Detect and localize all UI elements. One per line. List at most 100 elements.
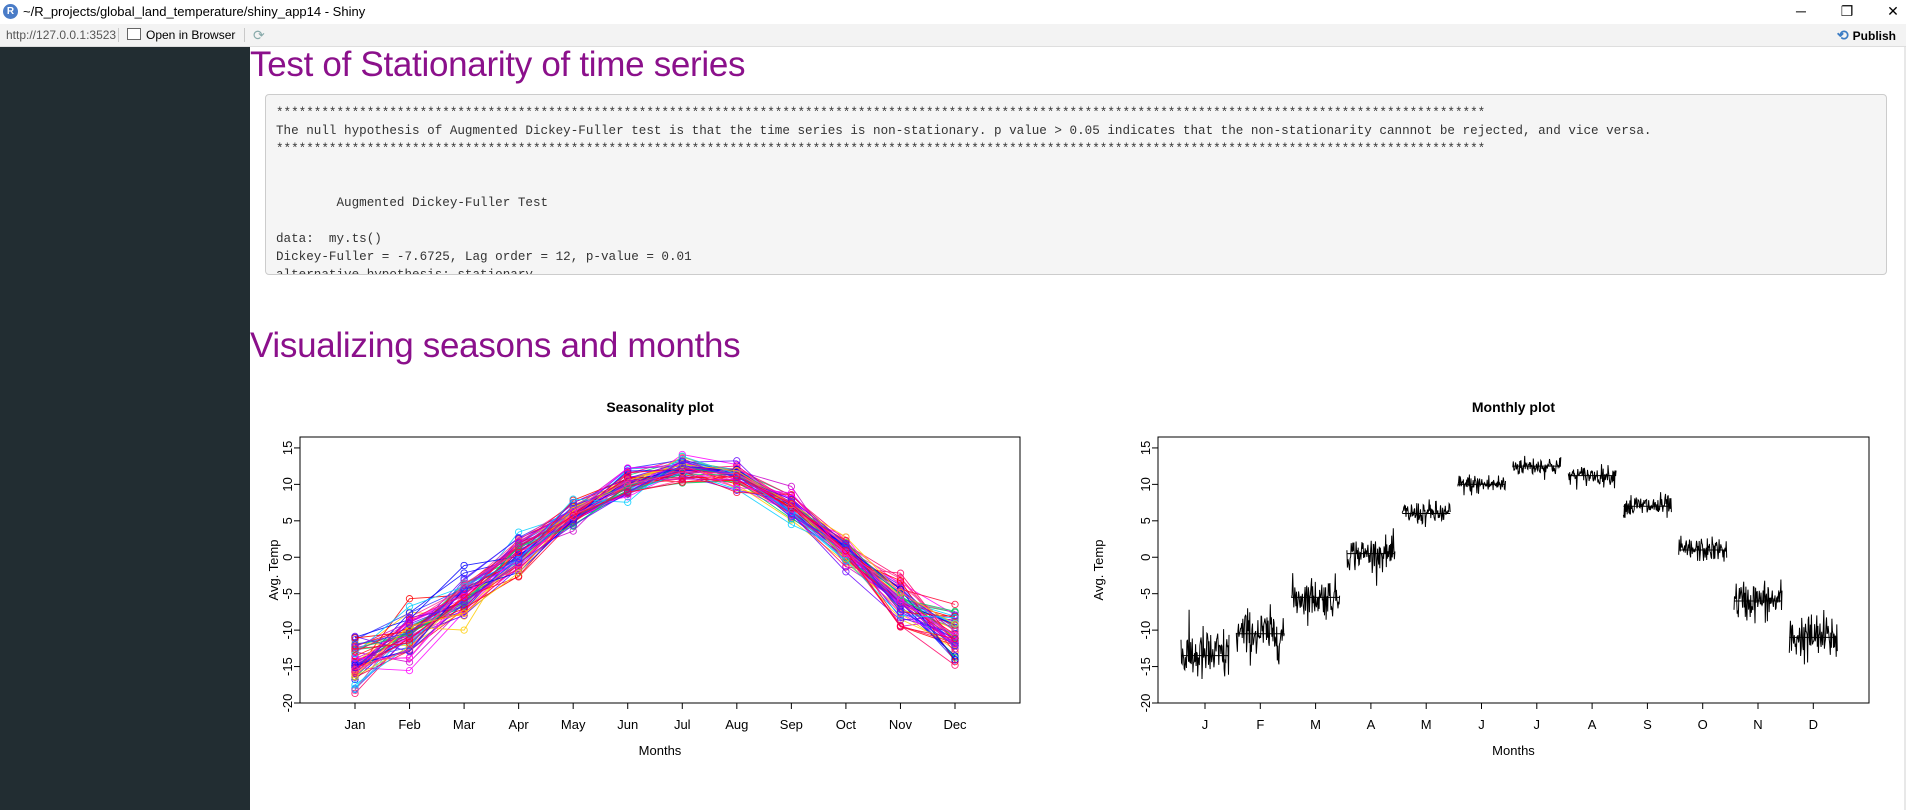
monthly-xtick-label: F [1256,717,1264,732]
seasonality-series-line [354,478,956,648]
seasonality-point [351,686,359,695]
seasonality-point [405,629,414,637]
seasonality-point [351,666,359,674]
monthly-series-line [1678,535,1728,562]
seasonality-point [460,609,468,617]
minimize-icon[interactable]: ─ [1796,3,1806,19]
seasonality-point [951,634,959,643]
seasonality-ytick-label: 10 [280,477,295,491]
seasonality-point [405,666,414,675]
seasonality-ytick-label: 5 [280,517,295,524]
seasonality-point [896,575,905,583]
seasonality-ytick-label: -15 [280,657,295,676]
seasonality-xtick-label: Jul [674,717,691,732]
seasonality-point [678,452,686,460]
monthly-series-line [1457,474,1506,496]
seasonality-point [951,639,959,647]
seasonality-title: Seasonality plot [606,399,714,415]
seasonality-point [787,512,796,521]
seasonality-point [405,654,414,662]
seasonality-point [351,643,359,651]
seasonality-xtick-label: Jun [617,717,638,732]
seasonality-point [405,658,414,666]
seasonality-point [896,577,905,585]
monthly-ytick-label: -20 [1138,694,1153,713]
seasonality-xlabel: Months [639,743,682,758]
window-title: ~/R_projects/global_land_temperature/shi… [23,4,366,19]
seasonality-point [405,602,414,611]
seasonality-plot: Seasonality plot Months Avg. Temp -20 -15 -10… [266,399,1021,758]
open-in-browser-button[interactable]: Open in Browser [127,24,235,46]
monthly-xtick-label: N [1753,717,1762,732]
seasonality-point [733,469,741,478]
seasonality-series-line [354,471,956,671]
seasonality-xtick-label: Mar [453,717,476,732]
seasonality-point [514,569,523,577]
close-icon[interactable]: ✕ [1887,3,1899,19]
restore-icon[interactable]: ❐ [1840,3,1854,19]
seasonality-point [842,541,850,549]
seasonality-point [678,461,686,469]
seasonality-ytick-label: -10 [280,621,295,640]
window-titlebar: R ~/R_projects/global_land_temperature/s… [0,0,1906,24]
seasonality-series-line [354,475,956,639]
publish-button[interactable]: ⟲ Publish [1837,24,1896,47]
seasonality-point [569,495,577,503]
adf-output-line: ****************************************… [276,142,1486,156]
seasonality-ylabel: Avg. Temp [266,540,281,601]
seasonality-point [678,457,686,465]
seasonality-point [405,639,414,647]
adf-output-line [276,176,1876,194]
scrollbar-track[interactable] [1904,47,1906,810]
monthly-ytick-label: 15 [1138,441,1153,455]
seasonality-point [896,623,905,631]
browser-icon [127,28,141,40]
seasonality-point [842,556,850,565]
seasonality-point [842,546,850,555]
monthly-series-line [1512,455,1562,480]
seasonality-point [514,539,523,547]
seasonality-point [460,594,468,602]
publish-icon: ⟲ [1836,27,1849,43]
seasonality-point [951,641,959,650]
seasonality-point [460,569,468,577]
monthly-xtick-label: J [1202,717,1209,732]
seasonality-point [514,548,523,557]
seasonality-point [460,561,468,570]
monthly-ytick-label: -15 [1138,657,1153,676]
adf-output-line [276,158,1876,176]
monthly-ytick-label: -10 [1138,621,1153,640]
adf-output-line: The null hypothesis of Augmented Dickey-… [276,124,1652,138]
seasonality-xtick-label: Oct [836,717,857,732]
monthly-xtick-label: S [1643,717,1652,732]
seasonality-point [733,472,741,480]
publish-label: Publish [1852,29,1896,43]
monthly-series-line [1622,492,1672,518]
seasonality-ytick-label: 0 [280,554,295,561]
monthly-xtick-label: D [1809,717,1818,732]
seasonality-point [733,483,741,492]
seasonality-xtick-label: Jan [345,717,366,732]
seasonality-plot-frame [299,436,1021,704]
seasonality-point [624,476,632,485]
adf-output-line: Augmented Dickey-Fuller Test [276,196,549,210]
seasonality-point [624,480,632,489]
seasonality-point [514,554,523,562]
seasonality-point [678,478,686,486]
monthly-plot-frame [1157,436,1870,704]
monthly-xtick-label: O [1698,717,1708,732]
seasonality-xtick-label: Dec [943,717,967,732]
seasonality-xtick-label: Nov [889,717,913,732]
seasonality-point [405,635,414,643]
monthly-xtick-label: M [1421,717,1432,732]
refresh-icon[interactable]: ⟳ [253,27,265,43]
monthly-xlabel: Months [1492,743,1535,758]
seasonality-point [624,498,632,506]
seasonality-point [787,500,796,508]
seasonality-point [678,468,686,476]
seasonality-point [733,488,741,497]
rstudio-app-icon: R [3,4,18,19]
seasonality-series-line [354,460,956,651]
seasonality-point [624,488,632,496]
seasonality-point [842,562,850,570]
